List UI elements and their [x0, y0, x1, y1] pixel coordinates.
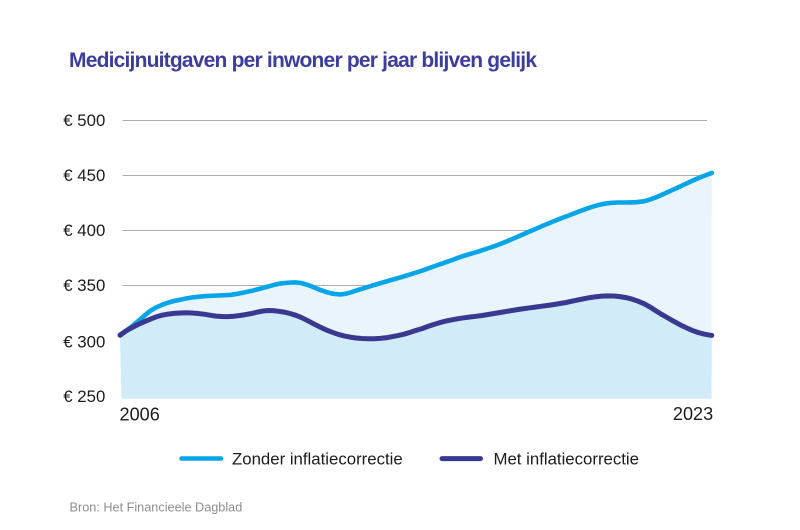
svg-text:€ 500: € 500 [63, 111, 105, 130]
svg-text:€ 450: € 450 [63, 166, 105, 185]
svg-text:€ 300: € 300 [63, 332, 105, 351]
svg-text:€ 400: € 400 [63, 221, 105, 240]
svg-text:Bron: Het Financieele Dagblad: Bron: Het Financieele Dagblad [70, 500, 243, 514]
svg-text:2006: 2006 [120, 405, 160, 425]
svg-text:Zonder inflatiecorrectie: Zonder inflatiecorrectie [232, 450, 403, 469]
svg-text:2023: 2023 [673, 404, 713, 424]
svg-text:€ 250: € 250 [63, 387, 105, 406]
svg-text:€ 350: € 350 [63, 276, 105, 295]
svg-text:Met inflatiecorrectie: Met inflatiecorrectie [494, 450, 640, 469]
